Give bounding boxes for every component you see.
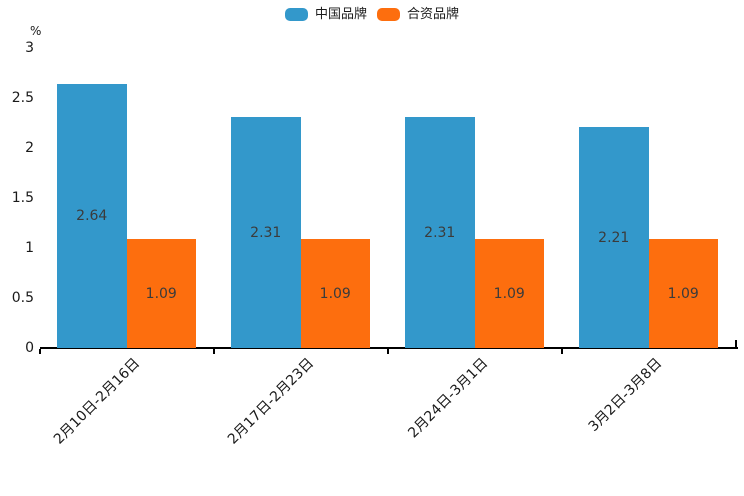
bar-合资品牌-3月2日-3月8日: 1.09 xyxy=(648,239,718,348)
x-axis-category-label: 2月10日-2月16日 xyxy=(50,355,144,448)
bar-value-label: 1.09 xyxy=(145,285,177,302)
x-axis-line xyxy=(40,347,738,349)
bar-中国品牌-2月10日-2月16日: 2.64 xyxy=(57,84,127,348)
bar-value-label: 2.31 xyxy=(250,224,282,241)
bar-合资品牌-2月10日-2月16日: 1.09 xyxy=(126,239,196,348)
legend-item: 合资品牌 xyxy=(377,8,459,21)
x-axis-tick-mark xyxy=(387,349,389,354)
legend: 中国品牌 合资品牌 xyxy=(0,8,744,21)
y-axis-tick-label: 2 xyxy=(25,140,34,156)
x-axis-end-tick-mark xyxy=(735,340,737,348)
y-axis-tick-label: 3 xyxy=(25,40,34,56)
bar-value-label: 2.21 xyxy=(598,229,630,246)
y-axis-tick-label: 1 xyxy=(25,240,34,256)
bar-value-label: 1.09 xyxy=(667,285,699,302)
x-axis-category-label: 2月17日-2月23日 xyxy=(224,355,318,448)
y-axis-tick-label: 0.5 xyxy=(11,290,34,306)
bar-value-label: 2.31 xyxy=(424,224,456,241)
bar-中国品牌-2月17日-2月23日: 2.31 xyxy=(231,117,301,348)
y-axis-tick-label: 2.5 xyxy=(11,90,34,106)
bar-中国品牌-2月24日-3月1日: 2.31 xyxy=(405,117,475,348)
x-axis-category-label: 3月2日-3月8日 xyxy=(585,355,666,435)
x-axis-category-label: 2月24日-3月1日 xyxy=(405,355,492,442)
x-axis-tick-mark xyxy=(213,349,215,354)
bar-合资品牌-2月17日-2月23日: 1.09 xyxy=(300,239,370,348)
legend-swatch-icon xyxy=(377,8,400,21)
bar-value-label: 1.09 xyxy=(493,285,525,302)
x-axis-tick-mark xyxy=(561,349,563,354)
bar-中国品牌-3月2日-3月8日: 2.21 xyxy=(579,127,649,348)
legend-item: 中国品牌 xyxy=(284,7,367,22)
legend-label: 合资品牌 xyxy=(407,7,460,22)
legend-swatch-icon xyxy=(284,8,308,21)
legend-label: 中国品牌 xyxy=(314,7,367,22)
bar-合资品牌-2月24日-3月1日: 1.09 xyxy=(474,239,544,348)
bar-value-label: 2.64 xyxy=(76,208,108,224)
y-axis-unit-label: % xyxy=(30,24,42,38)
y-axis-tick-label: 0 xyxy=(25,340,34,356)
bar-value-label: 1.09 xyxy=(319,285,351,302)
y-axis-tick-label: 1.5 xyxy=(11,190,34,206)
x-axis-tick-mark xyxy=(39,349,41,354)
